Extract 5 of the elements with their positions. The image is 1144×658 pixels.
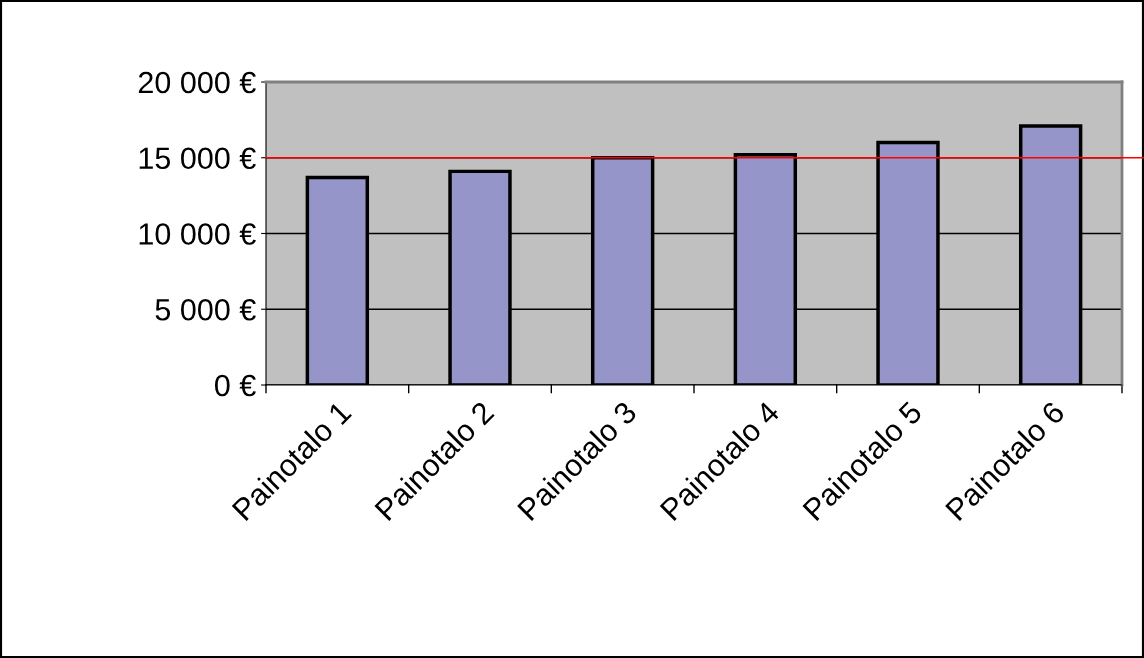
y-tick-label: 15 000 € bbox=[139, 147, 256, 170]
y-tick-label: 10 000 € bbox=[139, 223, 256, 245]
y-tick-label: 0 € bbox=[215, 374, 256, 397]
y-tick-label: 5 000 € bbox=[155, 298, 256, 321]
y-tick-label: 20 000 € bbox=[138, 71, 256, 94]
